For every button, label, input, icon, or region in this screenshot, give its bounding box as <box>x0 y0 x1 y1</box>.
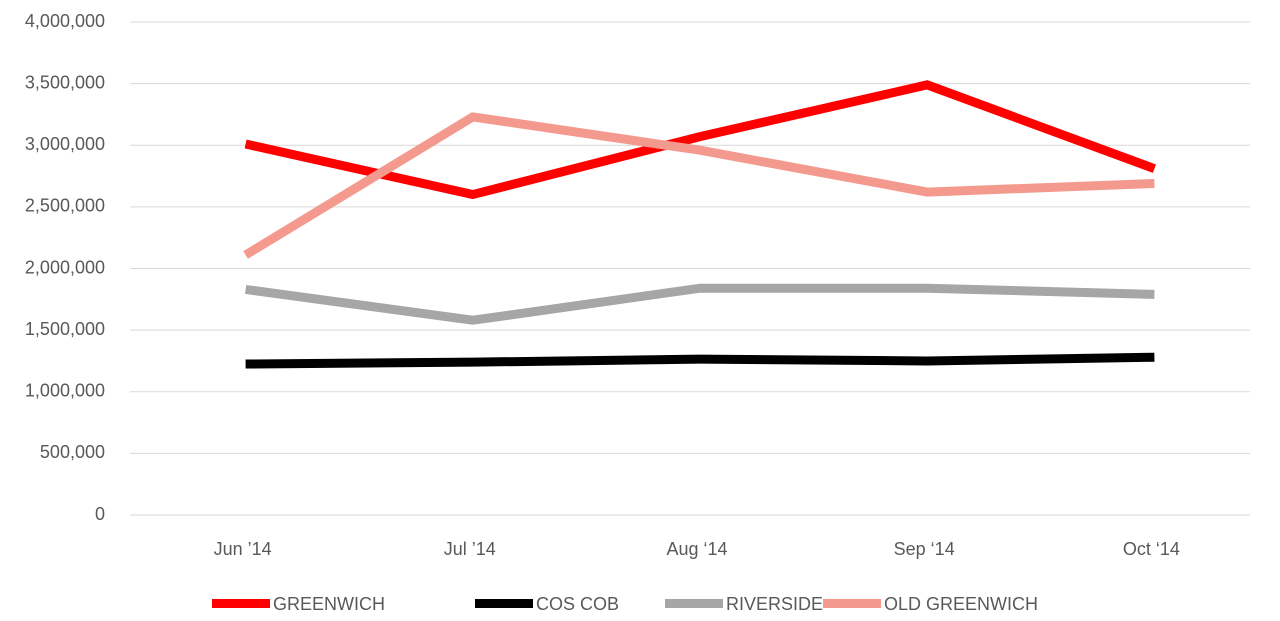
x-tick-label: Jul ’14 <box>444 539 496 559</box>
y-tick-label: 500,000 <box>40 442 105 462</box>
x-tick-label: Oct ‘14 <box>1123 539 1180 559</box>
legend-swatch <box>475 599 533 608</box>
y-tick-label: 4,000,000 <box>25 11 105 31</box>
legend-label: OLD GREENWICH <box>884 594 1038 614</box>
y-tick-label: 1,000,000 <box>25 381 105 401</box>
series-line <box>243 112 1155 259</box>
legend-swatch <box>665 599 723 608</box>
y-tick-label: 0 <box>95 504 105 524</box>
series-line <box>244 80 1156 200</box>
y-tick-label: 3,500,000 <box>25 72 105 92</box>
y-tick-label: 3,000,000 <box>25 134 105 154</box>
legend-swatch <box>823 599 881 608</box>
legend-label: COS COB <box>536 594 619 614</box>
legend-label: GREENWICH <box>273 594 385 614</box>
y-tick-label: 2,000,000 <box>25 257 105 277</box>
x-tick-label: Aug ‘14 <box>666 539 727 559</box>
y-tick-label: 1,500,000 <box>25 319 105 339</box>
series-line <box>244 283 1155 325</box>
legend-swatch <box>212 599 270 608</box>
series-line <box>245 352 1155 369</box>
x-tick-label: Jun ’14 <box>214 539 272 559</box>
x-tick-label: Sep ‘14 <box>894 539 955 559</box>
y-tick-label: 2,500,000 <box>25 196 105 216</box>
legend-label: RIVERSIDE <box>726 594 823 614</box>
